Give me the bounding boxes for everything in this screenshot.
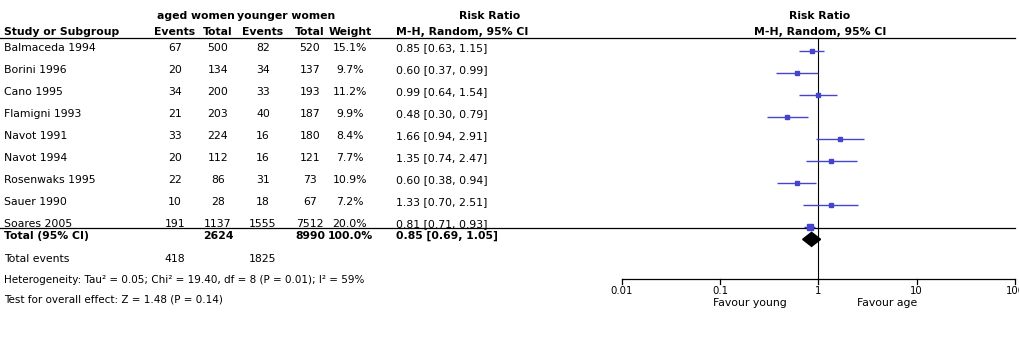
Text: 73: 73 [303, 175, 317, 185]
Text: 67: 67 [168, 43, 181, 53]
Text: 40: 40 [256, 109, 270, 119]
Text: 86: 86 [211, 175, 224, 185]
Text: 0.99 [0.64, 1.54]: 0.99 [0.64, 1.54] [395, 87, 487, 97]
Text: 1: 1 [814, 286, 821, 296]
Text: 121: 121 [300, 153, 320, 163]
Text: 500: 500 [207, 43, 228, 53]
Text: 20: 20 [168, 65, 181, 75]
Text: 20.0%: 20.0% [332, 219, 367, 229]
Text: Rosenwaks 1995: Rosenwaks 1995 [4, 175, 96, 185]
Text: 2624: 2624 [203, 231, 233, 241]
Text: 0.01: 0.01 [610, 286, 633, 296]
Text: 21: 21 [168, 109, 181, 119]
Text: 100.0%: 100.0% [327, 231, 372, 241]
Text: Total: Total [294, 27, 324, 37]
Text: 16: 16 [256, 153, 270, 163]
Text: Total: Total [203, 27, 232, 37]
Text: 9.9%: 9.9% [336, 109, 364, 119]
Text: 137: 137 [300, 65, 320, 75]
Text: 16: 16 [256, 131, 270, 141]
Text: 8.4%: 8.4% [336, 131, 364, 141]
Text: 1.33 [0.70, 2.51]: 1.33 [0.70, 2.51] [395, 197, 487, 207]
Text: 34: 34 [256, 65, 270, 75]
Text: 0.60 [0.38, 0.94]: 0.60 [0.38, 0.94] [395, 175, 487, 185]
Text: 33: 33 [256, 87, 270, 97]
Text: Sauer 1990: Sauer 1990 [4, 197, 67, 207]
Text: Soares 2005: Soares 2005 [4, 219, 72, 229]
Text: 0.81 [0.71, 0.93]: 0.81 [0.71, 0.93] [395, 219, 487, 229]
Text: 0.85 [0.63, 1.15]: 0.85 [0.63, 1.15] [395, 43, 487, 53]
Text: Study or Subgroup: Study or Subgroup [4, 27, 119, 37]
Text: Favour young: Favour young [712, 298, 786, 308]
Text: 67: 67 [303, 197, 317, 207]
Text: 28: 28 [211, 197, 224, 207]
Text: 31: 31 [256, 175, 270, 185]
Text: 100: 100 [1005, 286, 1019, 296]
Text: 10.9%: 10.9% [332, 175, 367, 185]
Text: 15.1%: 15.1% [332, 43, 367, 53]
Text: aged women: aged women [157, 11, 234, 21]
Text: 193: 193 [300, 87, 320, 97]
Text: 33: 33 [168, 131, 181, 141]
Text: 10: 10 [910, 286, 922, 296]
Text: Risk Ratio: Risk Ratio [459, 11, 520, 21]
Text: Favour age: Favour age [856, 298, 916, 308]
Text: 9.7%: 9.7% [336, 65, 364, 75]
Text: younger women: younger women [236, 11, 335, 21]
Text: 203: 203 [208, 109, 228, 119]
Text: Test for overall effect: Z = 1.48 (P = 0.14): Test for overall effect: Z = 1.48 (P = 0… [4, 295, 223, 305]
Text: 112: 112 [208, 153, 228, 163]
Text: 520: 520 [300, 43, 320, 53]
Text: 180: 180 [300, 131, 320, 141]
Text: 82: 82 [256, 43, 270, 53]
Text: 7.7%: 7.7% [336, 153, 364, 163]
Text: 18: 18 [256, 197, 270, 207]
Text: 191: 191 [164, 219, 185, 229]
Text: 1555: 1555 [249, 219, 276, 229]
Text: Total (95% CI): Total (95% CI) [4, 231, 89, 241]
Text: 200: 200 [207, 87, 228, 97]
Text: Heterogeneity: Tau² = 0.05; Chi² = 19.40, df = 8 (P = 0.01); I² = 59%: Heterogeneity: Tau² = 0.05; Chi² = 19.40… [4, 275, 364, 285]
Text: Borini 1996: Borini 1996 [4, 65, 66, 75]
Text: 224: 224 [208, 131, 228, 141]
Text: 1825: 1825 [249, 254, 276, 264]
Text: 418: 418 [164, 254, 185, 264]
Text: 10: 10 [168, 197, 181, 207]
Text: 1.35 [0.74, 2.47]: 1.35 [0.74, 2.47] [395, 153, 487, 163]
Text: 22: 22 [168, 175, 181, 185]
Text: Balmaceda 1994: Balmaceda 1994 [4, 43, 96, 53]
Text: M-H, Random, 95% CI: M-H, Random, 95% CI [753, 27, 886, 37]
Text: 34: 34 [168, 87, 181, 97]
Text: Total events: Total events [4, 254, 69, 264]
Text: 7512: 7512 [296, 219, 323, 229]
Text: Risk Ratio: Risk Ratio [789, 11, 850, 21]
Text: Cano 1995: Cano 1995 [4, 87, 63, 97]
Text: Events: Events [243, 27, 283, 37]
Text: 134: 134 [208, 65, 228, 75]
Text: Flamigni 1993: Flamigni 1993 [4, 109, 82, 119]
Text: Navot 1994: Navot 1994 [4, 153, 67, 163]
Text: 0.60 [0.37, 0.99]: 0.60 [0.37, 0.99] [395, 65, 487, 75]
Text: M-H, Random, 95% CI: M-H, Random, 95% CI [395, 27, 528, 37]
Text: 8990: 8990 [294, 231, 325, 241]
Text: 1.66 [0.94, 2.91]: 1.66 [0.94, 2.91] [395, 131, 487, 141]
Text: 1137: 1137 [204, 219, 231, 229]
Text: 11.2%: 11.2% [332, 87, 367, 97]
Text: 0.1: 0.1 [711, 286, 728, 296]
Text: 187: 187 [300, 109, 320, 119]
Text: 0.85 [0.69, 1.05]: 0.85 [0.69, 1.05] [395, 231, 497, 241]
Text: Events: Events [154, 27, 196, 37]
Text: Navot 1991: Navot 1991 [4, 131, 67, 141]
Polygon shape [802, 232, 819, 246]
Text: 20: 20 [168, 153, 181, 163]
Text: 0.48 [0.30, 0.79]: 0.48 [0.30, 0.79] [395, 109, 487, 119]
Text: 7.2%: 7.2% [336, 197, 364, 207]
Text: Weight: Weight [328, 27, 371, 37]
